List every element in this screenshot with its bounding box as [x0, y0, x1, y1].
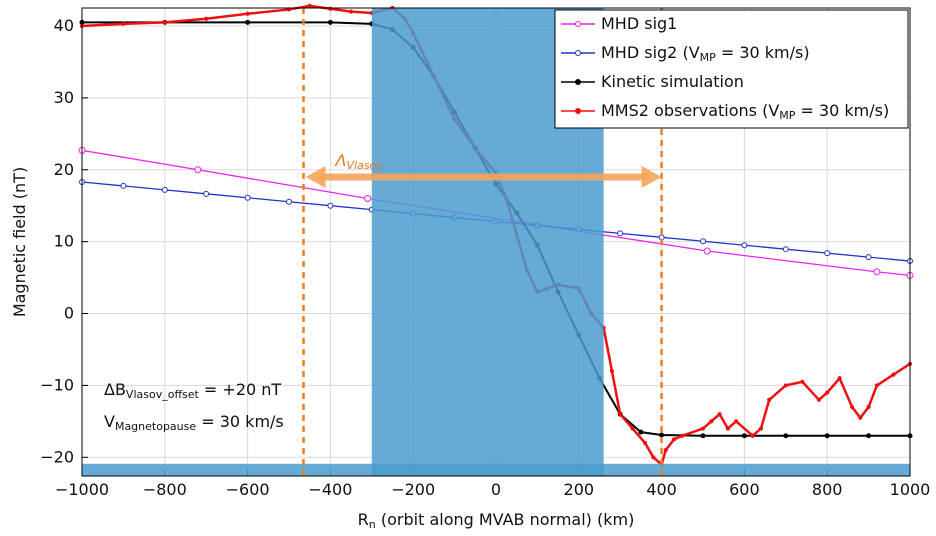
data-point — [642, 440, 648, 446]
data-point — [849, 404, 855, 410]
data-point — [800, 379, 805, 384]
data-point — [651, 455, 656, 460]
legend-marker — [575, 50, 581, 56]
data-point — [703, 247, 711, 255]
data-point — [891, 372, 896, 377]
data-point — [245, 19, 251, 25]
data-point — [245, 11, 250, 16]
y-tick-label: −20 — [40, 447, 74, 466]
y-tick-label: 40 — [54, 15, 74, 34]
legend-marker — [575, 108, 581, 114]
data-point — [671, 437, 677, 442]
data-point — [364, 195, 372, 203]
data-point — [783, 383, 788, 388]
data-point — [816, 397, 822, 402]
x-axis-label: Rn (orbit along MVAB normal) (km) — [358, 510, 635, 532]
data-point — [609, 368, 615, 374]
data-point — [204, 16, 209, 21]
data-point — [659, 432, 665, 438]
y-tick-label: 30 — [54, 87, 74, 106]
data-point — [824, 250, 831, 257]
data-point — [858, 415, 863, 420]
x-tick-label: −600 — [226, 480, 270, 499]
data-point — [194, 166, 202, 174]
data-point — [638, 429, 644, 435]
x-tick-label: −1000 — [55, 480, 109, 499]
data-point — [758, 426, 764, 431]
data-point — [725, 426, 730, 431]
x-tick-label: 800 — [812, 480, 843, 499]
data-point — [307, 3, 312, 8]
data-point — [700, 238, 706, 245]
data-point — [717, 412, 722, 417]
legend-label: MHD sig2 (VMP = 30 km/s) — [601, 43, 810, 65]
data-point — [700, 433, 706, 439]
data-point — [741, 242, 748, 249]
legend-marker — [575, 21, 581, 27]
annotation: VMagnetopause = 30 km/s — [104, 412, 284, 434]
data-point — [327, 19, 333, 25]
data-point — [680, 433, 685, 438]
data-point — [121, 21, 126, 26]
data-point — [866, 404, 871, 410]
data-point — [327, 202, 334, 209]
y-axis-label: Magnetic field (nT) — [10, 167, 29, 317]
y-tick-label: 0 — [64, 303, 74, 322]
y-tick-label: 10 — [54, 231, 74, 250]
data-point — [617, 230, 624, 237]
arrow-label: ΛVlasov — [334, 150, 384, 172]
data-point — [873, 268, 881, 276]
data-point — [734, 419, 739, 424]
data-point — [865, 254, 872, 261]
x-tick-label: 400 — [646, 480, 677, 499]
data-point — [618, 412, 623, 417]
legend-label: MMS2 observations (VMP = 30 km/s) — [601, 101, 889, 123]
plot-frame — [81, 7, 911, 477]
x-tick-label: −400 — [308, 480, 352, 499]
data-point — [162, 20, 167, 25]
data-point — [866, 433, 872, 439]
legend-label: MHD sig1 — [601, 14, 677, 33]
arrow-head — [641, 165, 662, 188]
data-point — [837, 376, 842, 381]
data-point — [767, 397, 772, 402]
data-point — [244, 194, 251, 201]
data-point — [630, 426, 635, 431]
data-point — [825, 390, 830, 395]
x-tick-label: 200 — [564, 480, 595, 499]
data-point — [120, 182, 127, 189]
legend-label: Kinetic simulation — [601, 72, 744, 91]
data-point — [782, 246, 789, 253]
data-point — [161, 186, 168, 193]
data-point — [286, 198, 292, 205]
data-point — [741, 433, 747, 439]
annotation: ΔBVlasov_offset = +20 nT — [104, 380, 281, 402]
data-point — [709, 419, 714, 424]
x-tick-label: 0 — [491, 480, 501, 499]
data-point — [349, 9, 354, 14]
data-point — [203, 190, 210, 197]
shaded-span — [82, 463, 910, 476]
x-tick-label: −800 — [143, 480, 187, 499]
data-point — [783, 433, 789, 439]
data-point — [700, 426, 706, 431]
legend-box — [554, 9, 909, 129]
data-point — [750, 433, 755, 438]
x-tick-label: −200 — [391, 480, 435, 499]
data-point — [663, 448, 668, 453]
arrow-head — [305, 165, 326, 188]
legend-marker — [575, 79, 581, 85]
y-tick-label: 20 — [54, 159, 74, 178]
series-line — [81, 4, 911, 467]
data-point — [824, 433, 830, 439]
data-point — [874, 383, 879, 388]
x-tick-label: 1000 — [890, 480, 931, 499]
x-tick-label: 600 — [729, 480, 760, 499]
y-tick-label: −10 — [40, 375, 74, 394]
